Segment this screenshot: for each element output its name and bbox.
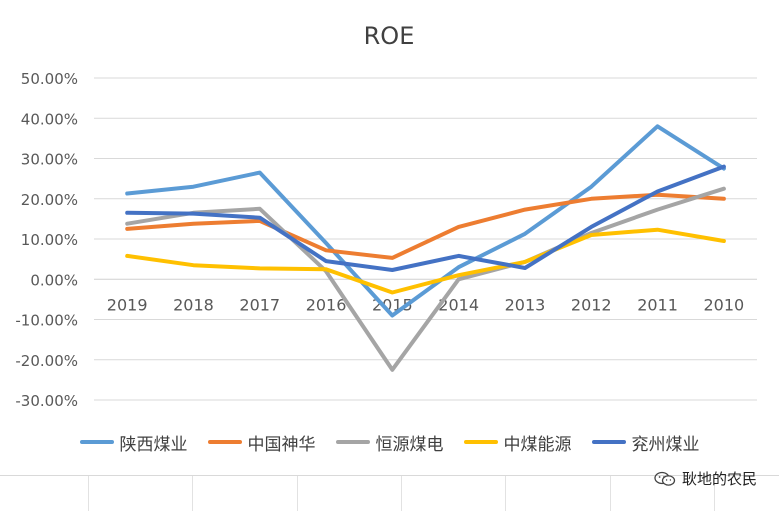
y-tick-label: -20.00% xyxy=(15,352,78,370)
sheet-column-line xyxy=(88,476,89,511)
x-tick-label: 2014 xyxy=(438,295,479,314)
y-tick-label: -10.00% xyxy=(15,312,78,330)
watermark: 耿地的农民 xyxy=(654,468,757,489)
legend-label: 陕西煤业 xyxy=(119,434,188,455)
y-tick-label: 30.00% xyxy=(21,151,78,169)
y-tick-label: 10.00% xyxy=(21,231,78,249)
legend-swatch xyxy=(79,440,114,444)
legend-label: 恒源煤电 xyxy=(375,434,444,455)
roe-line-chart: ROE 50.00% 40.00% 30.00% 20.00% 10.00% 0.00% -… xyxy=(15,22,757,410)
x-tick-label: 2016 xyxy=(306,295,347,314)
chart-area: ROE 50.00% 40.00% 30.00% 20.00% 10.00% 0.00% -… xyxy=(0,22,779,456)
y-tick-label: 20.00% xyxy=(21,191,78,209)
y-axis-ticks: 50.00% 40.00% 30.00% 20.00% 10.00% 0.00% -10.0… xyxy=(15,70,78,410)
x-tick-label: 2011 xyxy=(637,295,678,314)
x-tick-label: 2012 xyxy=(571,295,612,314)
x-tick-label: 2010 xyxy=(703,295,744,314)
y-tick-label: 0.00% xyxy=(30,271,78,289)
sheet-column-line xyxy=(401,476,402,511)
watermark-text: 耿地的农民 xyxy=(681,470,757,488)
sheet-column-line xyxy=(192,476,193,511)
y-tick-label: -30.00% xyxy=(15,392,78,410)
legend-label: 中煤能源 xyxy=(503,434,572,455)
chart-title: ROE xyxy=(364,22,415,50)
x-tick-label: 2019 xyxy=(107,295,148,314)
wechat-icon xyxy=(654,471,676,486)
legend-item: 恒源煤电 xyxy=(335,430,444,455)
series-line-中煤能源 xyxy=(125,227,726,295)
series-line-中国神华 xyxy=(125,192,726,260)
legend: 陕西煤业 中国神华 恒源煤电 中煤能源 兖州煤业 xyxy=(0,428,779,456)
series-line-陕西煤业 xyxy=(125,124,726,318)
legend-label: 中国神华 xyxy=(247,434,316,455)
sheet-column-line xyxy=(610,476,611,511)
y-tick-label: 50.00% xyxy=(21,70,78,88)
legend-swatch xyxy=(463,440,498,444)
legend-item: 中国神华 xyxy=(207,430,316,455)
y-tick-label: 40.00% xyxy=(21,110,78,128)
x-tick-label: 2018 xyxy=(173,295,214,314)
legend-item: 兖州煤业 xyxy=(591,430,700,455)
spreadsheet-grid xyxy=(0,475,779,511)
series-line-兖州煤业 xyxy=(125,164,726,272)
legend-item: 陕西煤业 xyxy=(79,430,188,455)
legend-swatch xyxy=(335,440,370,444)
gridlines xyxy=(94,77,757,401)
sheet-column-line xyxy=(297,476,298,511)
x-tick-label: 2017 xyxy=(239,295,280,314)
x-axis-ticks: 2019 2018 2017 2016 2015 2014 2013 2012 2011 2010 xyxy=(107,295,744,314)
x-tick-label: 2013 xyxy=(505,295,546,314)
sheet-column-line xyxy=(505,476,506,511)
series-lines xyxy=(125,124,726,372)
legend-swatch xyxy=(207,440,242,444)
legend-item: 中煤能源 xyxy=(463,430,572,455)
series-line-恒源煤电 xyxy=(125,186,726,372)
legend-label: 兖州煤业 xyxy=(631,434,700,455)
legend-swatch xyxy=(591,440,626,444)
sheet-column-line xyxy=(714,476,715,511)
